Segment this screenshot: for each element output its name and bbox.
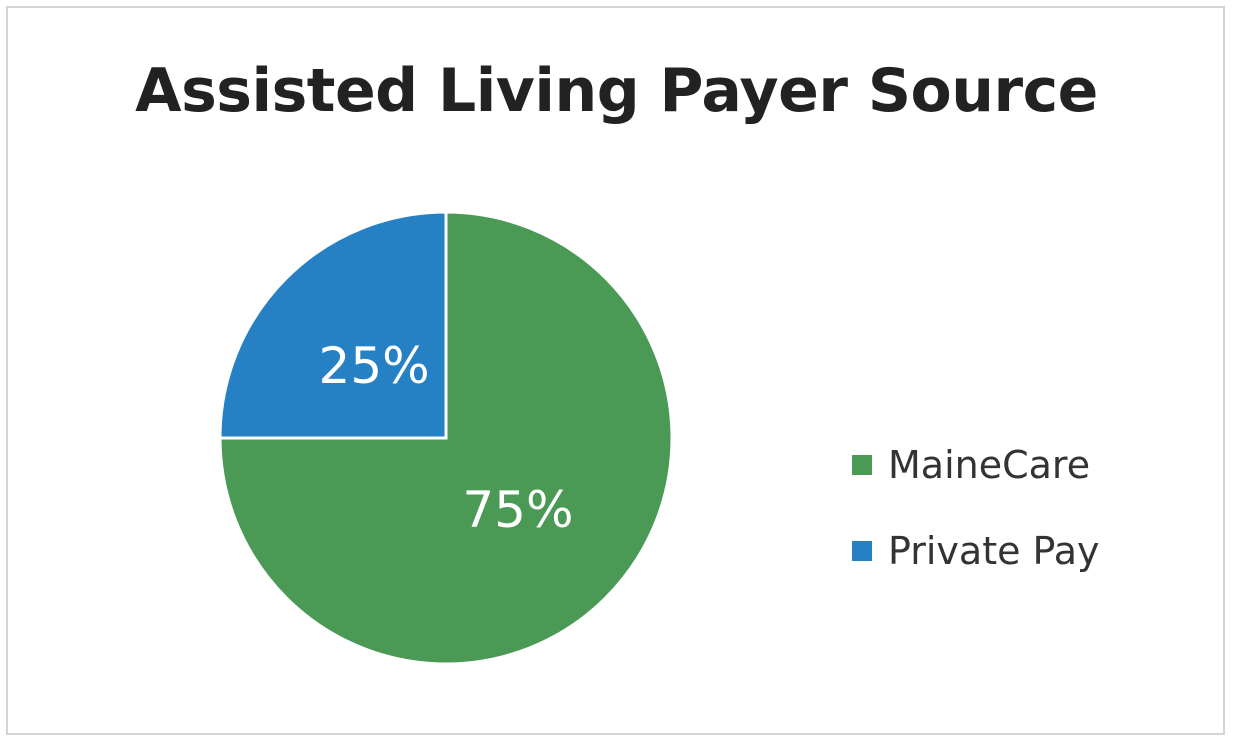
pie-slice-private-pay [218,210,448,440]
legend-label-private-pay: Private Pay [888,529,1100,573]
pie-slice-mainecare [218,210,674,666]
slice-label-private-pay: 25% [319,337,430,395]
legend: MaineCare Private Pay [852,440,1100,612]
legend-swatch-mainecare [852,455,872,475]
legend-item-mainecare: MaineCare [852,440,1100,490]
legend-label-mainecare: MaineCare [888,443,1091,487]
chart-title: Assisted Living Payer Source [135,56,1098,126]
legend-swatch-private-pay [852,541,872,561]
legend-item-private-pay: Private Pay [852,526,1100,576]
slice-label-mainecare: 75% [462,481,573,539]
